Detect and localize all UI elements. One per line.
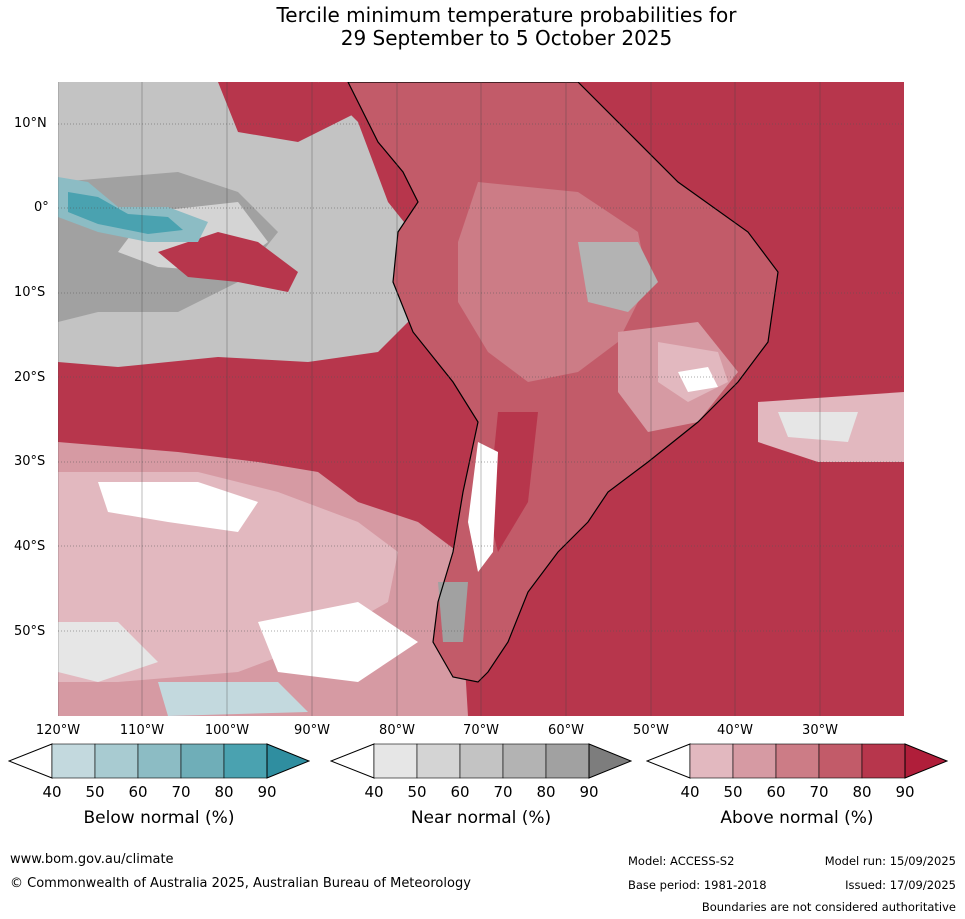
above-tick-60: 60	[766, 783, 786, 801]
disclaimer-text: Boundaries are not considered authoritat…	[701, 900, 956, 914]
below-tick-50: 50	[85, 783, 105, 801]
above-swatch-0	[689, 743, 734, 779]
copyright-text: © Commonwealth of Australia 2025, Austra…	[10, 876, 471, 891]
above-normal-label: Above normal (%)	[720, 808, 874, 828]
near-min-triangle	[330, 743, 375, 779]
near-swatch-4	[545, 743, 590, 779]
below-tick-40: 40	[42, 783, 62, 801]
above-swatch-2	[775, 743, 820, 779]
near-swatch-2	[459, 743, 504, 779]
below-swatch-4	[223, 743, 268, 779]
above-tick-70: 70	[809, 783, 829, 801]
model-text: Model: ACCESS-S2	[628, 854, 735, 868]
below-swatch-0	[51, 743, 96, 779]
lat-label-50s: 50°S	[14, 624, 46, 639]
near-max-triangle	[588, 743, 632, 779]
lon-label-50w: 50°W	[633, 723, 669, 738]
near-tick-50: 50	[407, 783, 427, 801]
near-swatch-0	[373, 743, 418, 779]
above-swatch-3	[818, 743, 863, 779]
below-tick-60: 60	[128, 783, 148, 801]
lat-label-10n: 10°N	[14, 116, 47, 131]
lon-label-60w: 60°W	[548, 723, 584, 738]
below-swatch-2	[137, 743, 182, 779]
above-swatch-4	[861, 743, 906, 779]
below-swatch-3	[180, 743, 225, 779]
above-tick-80: 80	[852, 783, 872, 801]
base-period-text: Base period: 1981-2018	[628, 878, 767, 892]
above-tick-50: 50	[723, 783, 743, 801]
above-swatch-1	[732, 743, 777, 779]
lon-label-120w: 120°W	[35, 723, 81, 738]
below-tick-90: 90	[257, 783, 277, 801]
below-normal-label: Below normal (%)	[83, 808, 235, 828]
near-tick-80: 80	[536, 783, 556, 801]
issued-text: Issued: 17/09/2025	[845, 878, 956, 892]
above-max-triangle	[904, 743, 948, 779]
below-max-triangle	[266, 743, 310, 779]
above-normal-colorbar	[646, 743, 948, 779]
title-line-2: 29 September to 5 October 2025	[340, 26, 673, 50]
below-tick-70: 70	[171, 783, 191, 801]
model-run-text: Model run: 15/09/2025	[824, 854, 956, 868]
near-swatch-1	[416, 743, 461, 779]
lon-label-110w: 110°W	[119, 723, 165, 738]
lat-label-10s: 10°S	[14, 285, 46, 300]
near-tick-90: 90	[579, 783, 599, 801]
website-link[interactable]: www.bom.gov.au/climate	[10, 852, 174, 867]
near-tick-70: 70	[493, 783, 513, 801]
near-swatch-3	[502, 743, 547, 779]
below-normal-colorbar	[8, 743, 310, 779]
above-min-triangle	[646, 743, 691, 779]
title-line-1: Tercile minimum temperature probabilitie…	[276, 3, 737, 27]
lat-label-0: 0°	[34, 200, 49, 215]
near-tick-40: 40	[364, 783, 384, 801]
map-title: Tercile minimum temperature probabilitie…	[0, 4, 965, 50]
lat-label-30s: 30°S	[14, 454, 46, 469]
lon-label-30w: 30°W	[802, 723, 838, 738]
lon-label-80w: 80°W	[379, 723, 415, 738]
above-tick-90: 90	[895, 783, 915, 801]
above-tick-40: 40	[680, 783, 700, 801]
lat-label-40s: 40°S	[14, 539, 46, 554]
lon-label-100w: 100°W	[204, 723, 250, 738]
near-normal-colorbar	[330, 743, 632, 779]
lon-label-40w: 40°W	[717, 723, 753, 738]
near-normal-label: Near normal (%)	[410, 808, 552, 828]
near-tick-60: 60	[450, 783, 470, 801]
below-min-triangle	[8, 743, 53, 779]
lat-label-20s: 20°S	[14, 370, 46, 385]
below-swatch-1	[94, 743, 139, 779]
lon-label-90w: 90°W	[294, 723, 330, 738]
below-tick-80: 80	[214, 783, 234, 801]
lon-label-70w: 70°W	[463, 723, 499, 738]
probability-map	[58, 82, 904, 716]
map-canvas	[58, 82, 904, 716]
